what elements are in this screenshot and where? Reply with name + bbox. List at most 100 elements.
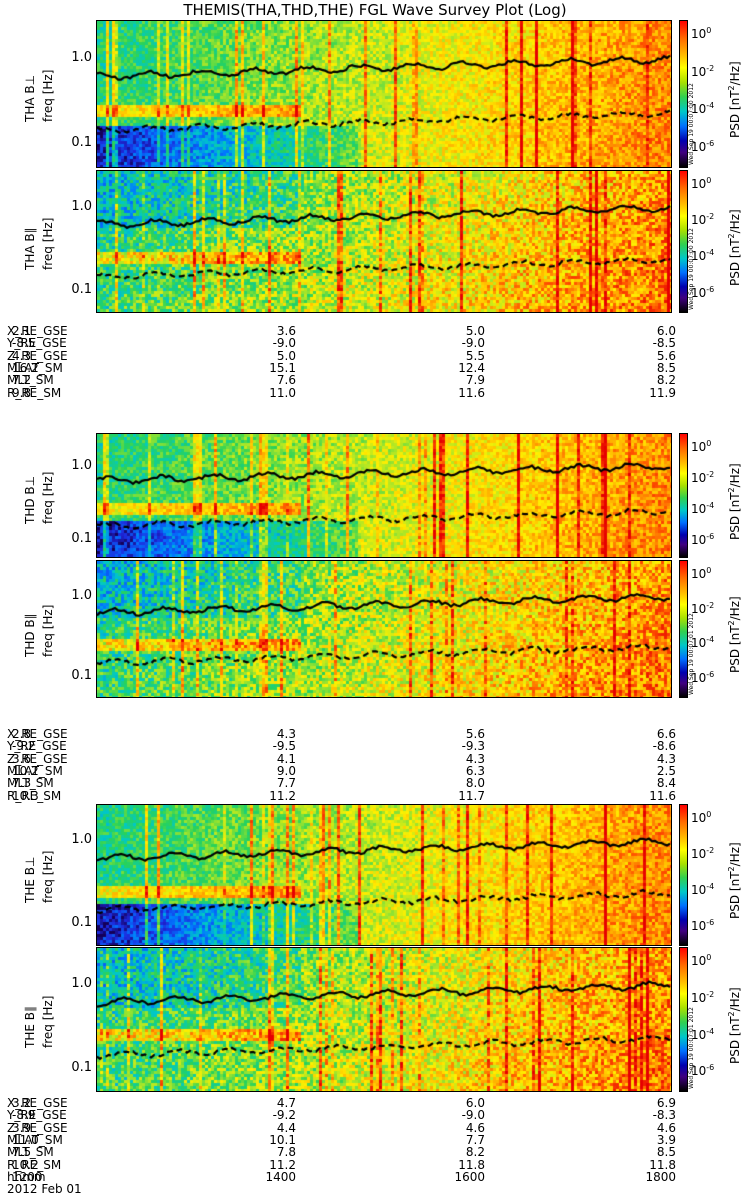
orbit-row: R_RE_SM 9.8 11.0 11.6 11.9 xyxy=(0,387,750,399)
orbit-value: 4.3 xyxy=(656,751,676,766)
orbit-value: 4.6 xyxy=(656,1120,676,1135)
orbit-row: Z_RE_GSE 3.6 4.1 4.3 4.3 xyxy=(0,753,750,765)
y-tick-label: 1.0 xyxy=(71,458,92,473)
plot-title: THEMIS(THA,THD,THE) FGL Wave Survey Plot… xyxy=(183,1,567,19)
orbit-value: 6.6 xyxy=(656,727,676,741)
orbit-value: 4.3 xyxy=(12,348,32,363)
orbit-row: R_RE_SM 10.3 11.2 11.7 11.6 xyxy=(0,790,750,802)
orbit-value: 1800 xyxy=(645,1169,676,1184)
orbit-value: 11.2 xyxy=(269,788,296,803)
orbit-value: 8.4 xyxy=(656,776,676,791)
orbit-value: 11.2 xyxy=(269,1157,296,1172)
orbit-row-label: X_RE_GSE xyxy=(7,727,68,741)
timestamp-stamp: Wed Sep 19 00:07:01 2012 xyxy=(688,1007,695,1089)
y-tick-label: 1.0 xyxy=(71,832,92,848)
orbit-row-label: Z_RE_GSE xyxy=(7,751,68,766)
colorbar xyxy=(679,804,688,946)
orbit-value: 5.6 xyxy=(656,348,676,363)
colorbar-unit-label: PSD [nT2/Hz] xyxy=(727,596,742,673)
orbit-row-label: Y_RE_GSE xyxy=(7,739,67,754)
orbit-value: 4.3 xyxy=(465,751,485,766)
spectrogram-panel-thd-perp xyxy=(96,433,672,558)
orbit-value: 6.9 xyxy=(656,1096,676,1110)
orbit-value: 11.9 xyxy=(649,385,676,400)
orbit-value: 7.7 xyxy=(276,776,296,791)
colorbar-tick-label: 10-6 xyxy=(691,917,715,933)
orbit-value: 10.2 xyxy=(12,763,39,778)
orbit-row: X_RE_GSE 3.2 4.7 6.0 6.9 xyxy=(0,1097,750,1109)
orbit-value: 1400 xyxy=(265,1169,296,1184)
orbit-value: 2.1 xyxy=(12,324,32,338)
timestamp-stamp: Wed Sep 19 00:07:00 2012 xyxy=(688,228,695,310)
orbit-row: hhmm 1200 1400 1600 1800 xyxy=(0,1171,750,1183)
orbit-row-label: R_RE_SM xyxy=(7,1157,62,1172)
spectrogram-canvas xyxy=(97,21,671,167)
panel-label: THE B⊥ xyxy=(23,856,37,903)
panel-label: THD B∥ xyxy=(23,613,37,657)
orbit-value: 10.1 xyxy=(269,1132,296,1147)
orbit-value: 11.0 xyxy=(269,385,296,400)
y-axis-label: freq [Hz] xyxy=(41,995,55,1048)
orbit-row: MLAT_SM 16.2 15.1 12.4 8.5 xyxy=(0,362,750,374)
orbit-value: 5.5 xyxy=(465,348,485,363)
orbit-value: -8.5 xyxy=(12,336,36,351)
colorbar-unit-label: PSD [nT2/Hz] xyxy=(727,208,742,286)
orbit-value: -9.2 xyxy=(272,1108,296,1123)
orbit-value: 1200 xyxy=(12,1169,43,1184)
spectrogram-panel-tha-perp xyxy=(96,20,672,168)
orbit-row: Y_RE_GSE -8.5 -9.0 -9.0 -8.5 xyxy=(0,337,750,349)
colorbar xyxy=(679,433,688,558)
orbit-row-label: hhmm xyxy=(7,1169,46,1184)
y-tick-label: 0.1 xyxy=(71,281,92,297)
colorbar-tick-label: 100 xyxy=(691,439,712,454)
orbit-value: 7.3 xyxy=(12,776,32,791)
orbit-row: Z_RE_GSE 4.3 5.0 5.5 5.6 xyxy=(0,350,750,362)
y-tick-label: 1.0 xyxy=(71,587,92,603)
orbit-value: 3.6 xyxy=(12,751,32,766)
colorbar-tick-label: 10-2 xyxy=(691,845,715,861)
orbit-value: 11.0 xyxy=(12,1132,39,1147)
colorbar-unit-label: PSD [nT2/Hz] xyxy=(727,61,742,138)
orbit-value: -9.0 xyxy=(461,1108,485,1123)
orbit-value: 6.0 xyxy=(656,324,676,338)
orbit-value: 11.8 xyxy=(458,1157,485,1172)
y-tick-label: 0.1 xyxy=(71,1060,92,1076)
orbit-value: 2.8 xyxy=(12,727,32,741)
orbit-row: X_RE_GSE 2.1 3.6 5.0 6.0 xyxy=(0,325,750,337)
colorbar-tick-label: 10-4 xyxy=(691,635,715,651)
y-axis-label: freq [Hz] xyxy=(41,604,55,657)
orbit-value: -9.0 xyxy=(272,336,296,351)
colorbar-tick-label: 10-4 xyxy=(691,500,715,516)
colorbar-tick-label: 100 xyxy=(691,953,712,968)
orbit-value: -8.6 xyxy=(652,739,676,754)
orbit-value: 7.8 xyxy=(276,1145,296,1160)
colorbar-tick-label: 10-6 xyxy=(691,531,715,547)
orbit-value: 4.7 xyxy=(276,1096,296,1110)
orbit-value: 11.7 xyxy=(458,788,485,803)
colorbar-unit-label: PSD [nT2/Hz] xyxy=(727,842,742,919)
spectrogram-panel-tha-par xyxy=(96,170,672,313)
colorbar xyxy=(679,560,688,698)
spectrogram-canvas xyxy=(97,171,671,312)
orbit-row: Y_RE_GSE -9.2 -9.5 -9.3 -8.6 xyxy=(0,740,750,752)
orbit-value: -9.5 xyxy=(272,739,296,754)
orbit-value: 4.4 xyxy=(276,1120,296,1135)
orbit-row-label: MLAT_SM xyxy=(7,360,63,375)
orbit-value: 11.6 xyxy=(649,788,676,803)
colorbar-tick-label: 10-6 xyxy=(691,284,715,300)
orbit-value: 12.4 xyxy=(458,360,485,375)
orbit-row-label: X_RE_GSE xyxy=(7,1096,68,1110)
colorbar-tick-label: 10-4 xyxy=(691,101,715,117)
spectrogram-canvas xyxy=(97,805,671,945)
colorbar-tick-label: 10-2 xyxy=(691,212,715,228)
orbit-value: 7.9 xyxy=(465,373,485,388)
orbit-value: 3.2 xyxy=(12,1096,32,1110)
orbit-value: -9.0 xyxy=(461,336,485,351)
orbit-row-label: MLT_SM xyxy=(7,776,54,791)
date-label: 2012 Feb 01 xyxy=(7,1182,82,1196)
orbit-value: 6.0 xyxy=(465,1096,485,1110)
colorbar-unit-label: PSD [nT2/Hz] xyxy=(727,986,742,1064)
orbit-value: 11.6 xyxy=(458,385,485,400)
y-axis-label: freq [Hz] xyxy=(41,69,55,122)
orbit-value: -9.3 xyxy=(461,739,485,754)
